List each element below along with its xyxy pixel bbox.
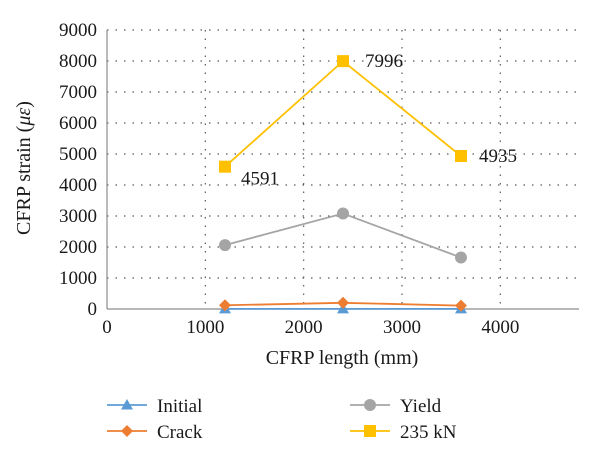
- series-line-yield: [224, 212, 462, 259]
- legend-item-initial: Initial: [107, 396, 202, 417]
- y-tick-label: 2000: [59, 237, 97, 258]
- data-labels: 4591 7996 4935: [241, 51, 517, 190]
- legend-label: Initial: [157, 396, 202, 417]
- y-tick-label: 1000: [59, 268, 97, 289]
- data-label: 4935: [479, 146, 517, 167]
- y-axis-title-unit: με: [13, 108, 35, 127]
- data-point-yield: [455, 251, 467, 264]
- y-tick-label: 9000: [59, 20, 97, 41]
- legend-marker: [121, 425, 133, 437]
- legend-label: Yield: [400, 396, 442, 417]
- y-tick-labels: 0 1000 2000 3000 4000 5000 6000 7000 8000 9000: [59, 20, 97, 320]
- series-crack: [219, 296, 467, 312]
- data-point-crack: [455, 299, 467, 312]
- x-tick-label: 0: [102, 317, 112, 338]
- y-tick-label: 5000: [59, 144, 97, 165]
- x-tick-labels: 0 1000 2000 3000 4000: [102, 317, 519, 338]
- legend-marker: [121, 399, 133, 410]
- y-axis-title-prefix: CFRP strain (: [13, 125, 35, 235]
- y-tick-label: 6000: [59, 113, 97, 134]
- legend-marker: [364, 425, 376, 437]
- x-tick-label: 4000: [481, 317, 519, 338]
- data-point-235-kn: [219, 160, 231, 173]
- series-235-kn: [219, 55, 467, 173]
- data-point-crack: [219, 299, 231, 312]
- series-group: [219, 55, 467, 314]
- legend-label: 235 kN: [400, 422, 457, 443]
- axes: [106, 30, 579, 310]
- legend-label: Crack: [157, 422, 203, 443]
- legend-item-crack: Crack: [107, 422, 203, 443]
- y-axis-title-suffix: ): [13, 101, 35, 108]
- y-tick-label: 8000: [59, 51, 97, 72]
- y-tick-label: 0: [88, 299, 98, 320]
- data-label: 7996: [365, 51, 403, 72]
- series-line-235-kn: [224, 59, 462, 168]
- x-tick-label: 1000: [186, 317, 224, 338]
- grid-lines: [107, 29, 579, 309]
- data-label: 4591: [241, 169, 279, 190]
- x-axis-title: CFRP length (mm): [266, 347, 419, 369]
- legend-item-yield: Yield: [350, 396, 442, 417]
- y-tick-label: 7000: [59, 82, 97, 103]
- data-point-crack: [337, 296, 349, 309]
- legend-marker: [364, 399, 376, 411]
- data-point-yield: [219, 239, 231, 252]
- y-tick-label: 3000: [59, 206, 97, 227]
- y-axis-title: CFRP strain (με): [13, 101, 35, 235]
- data-point-235-kn: [455, 150, 467, 163]
- x-tick-label: 2000: [285, 317, 323, 338]
- y-tick-label: 4000: [59, 175, 97, 196]
- legend: Initial Yield Crack 235 kN: [107, 396, 457, 443]
- legend-item-235-kn: 235 kN: [350, 422, 457, 443]
- data-point-235-kn: [337, 55, 349, 68]
- x-tick-label: 3000: [383, 317, 421, 338]
- series-yield: [219, 207, 467, 264]
- data-point-yield: [337, 207, 349, 220]
